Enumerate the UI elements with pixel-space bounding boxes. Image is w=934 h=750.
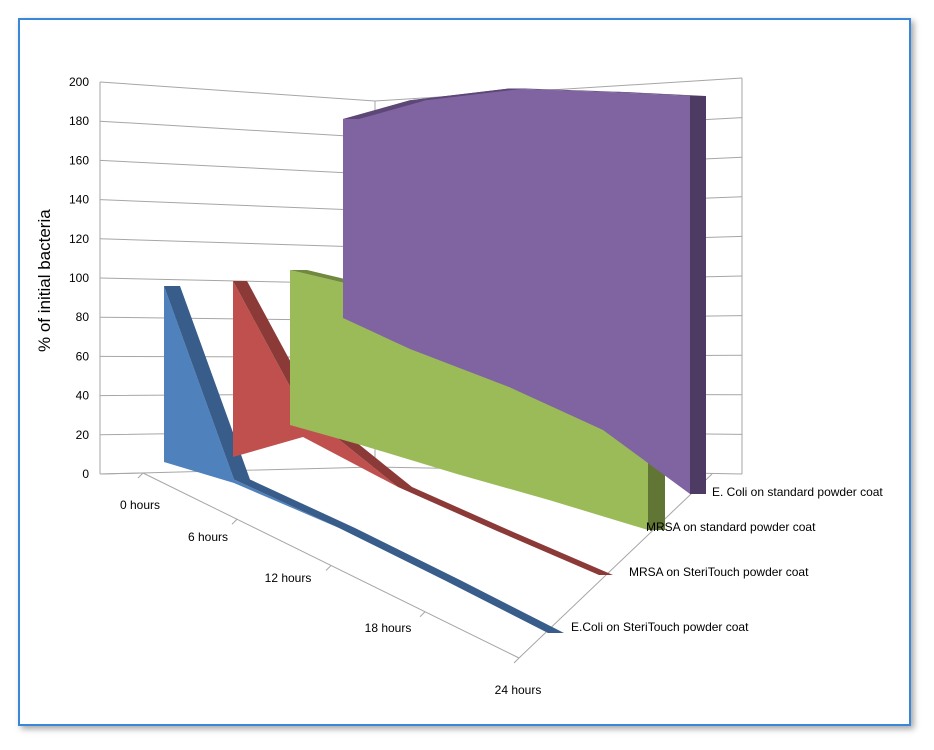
y-tick-label: 200 <box>69 75 89 89</box>
series-top-segment <box>509 88 619 92</box>
series-front-face <box>290 270 648 530</box>
y-tick-label: 100 <box>69 271 89 285</box>
x-tick <box>231 518 238 525</box>
y-axis-title: % of initial bacteria <box>35 209 54 352</box>
y-tick-label: 140 <box>69 193 89 207</box>
x-tick-label: 18 hours <box>365 621 412 635</box>
x-tick-label: 24 hours <box>495 683 542 697</box>
series-ribbon <box>343 88 706 494</box>
y-tick-label: 120 <box>69 232 89 246</box>
floor-left-edge <box>99 472 144 475</box>
series-top-segment <box>343 100 426 119</box>
series-top-segment <box>234 479 355 528</box>
y-tick-label: 160 <box>69 153 89 167</box>
series-top-segment <box>164 286 250 480</box>
series-top-segment <box>339 528 460 580</box>
y-tick-label: 20 <box>76 428 90 442</box>
series-top-segment <box>398 487 511 531</box>
series-top-segment <box>603 91 706 96</box>
series-front-face <box>343 88 690 494</box>
series-ribbon <box>164 286 564 633</box>
x-tick <box>137 472 144 479</box>
series-top-segment <box>444 580 564 633</box>
series-top-segment <box>410 88 525 101</box>
series-label: E. Coli on standard powder coat <box>712 485 883 499</box>
label-layer: 0 20 40 60 80 100 120 140 160 180 200 0 hours 6 hour… <box>69 75 883 697</box>
x-tick <box>325 565 332 571</box>
series-end-cap <box>690 96 706 494</box>
series-layer <box>164 88 706 633</box>
y-tick-label: 40 <box>76 389 90 403</box>
y-tick-label: 0 <box>82 467 89 481</box>
y-tick-label: 180 <box>69 114 89 128</box>
series-top-segment <box>497 531 613 575</box>
x-tick <box>419 611 426 618</box>
x-tick-label: 0 hours <box>120 498 160 512</box>
series-label: MRSA on standard powder coat <box>646 520 816 534</box>
series-label: E.Coli on SteriTouch powder coat <box>571 620 749 634</box>
series-label: MRSA on SteriTouch powder coat <box>629 565 809 579</box>
x-tick <box>513 657 520 664</box>
x-tick-label: 12 hours <box>265 571 312 585</box>
x-tick-label: 6 hours <box>188 530 228 544</box>
y-tick-label: 80 <box>76 310 90 324</box>
y-tick-label: 60 <box>76 349 90 363</box>
